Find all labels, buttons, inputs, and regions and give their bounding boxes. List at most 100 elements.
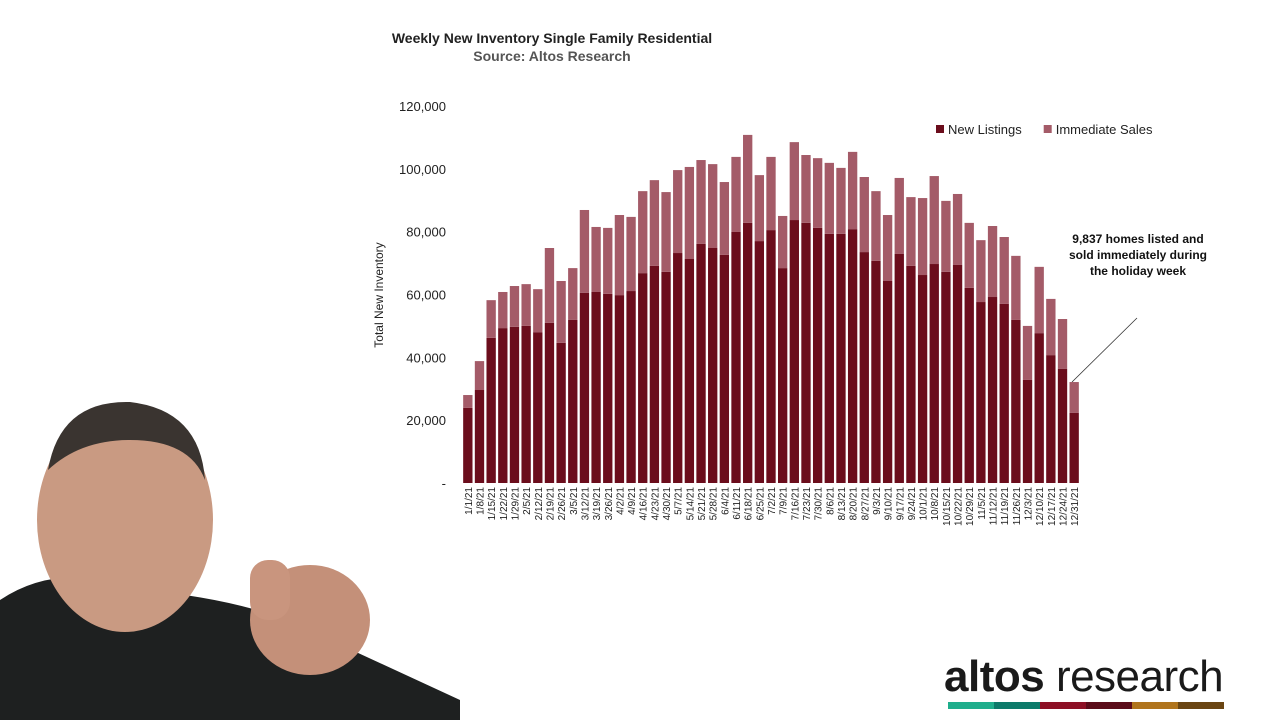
bar-segment [708, 248, 718, 483]
bar-segment [696, 160, 706, 244]
bar-segment [1034, 266, 1044, 334]
bar-segment [766, 230, 776, 483]
bar-segment [603, 227, 613, 294]
y-tick-label: 120,000 [399, 99, 446, 114]
bar-segment [719, 182, 730, 255]
x-tick-label: 2/12/21 [534, 487, 545, 521]
x-tick-label: 1/22/21 [499, 487, 510, 521]
bar-segment [836, 167, 846, 234]
chart-subtitle: Source: Altos Research [473, 48, 630, 64]
x-tick-label: 4/30/21 [662, 487, 673, 521]
bar-segment [812, 158, 823, 228]
bar-segment [719, 254, 730, 483]
x-tick-label: 11/5/21 [977, 487, 988, 520]
bar-segment [649, 180, 660, 266]
logo-brand: altos [944, 652, 1045, 701]
x-tick-label: 12/31/21 [1070, 487, 1081, 526]
x-tick-label: 9/3/21 [872, 487, 883, 515]
presenter [0, 401, 460, 720]
bar-segment [556, 342, 566, 483]
bar-segment [1057, 368, 1068, 483]
legend-swatch [936, 125, 944, 133]
y-axis-title: Total New Inventory [372, 242, 386, 347]
x-tick-label: 7/23/21 [802, 487, 813, 521]
bar-segment [976, 240, 986, 303]
x-tick-label: 1/29/21 [510, 487, 521, 521]
bar-segment [964, 287, 974, 483]
bar-segment [1057, 319, 1068, 369]
bar-segment [661, 192, 671, 272]
bar-segment [836, 233, 846, 483]
bar-segment [999, 303, 1009, 483]
bar-segment [463, 395, 473, 408]
bar-segment [987, 297, 998, 483]
bar-segment [894, 253, 904, 483]
logo: altos research [944, 652, 1224, 702]
bar-segment [603, 293, 613, 483]
bar-segment [824, 162, 834, 234]
x-tick-label: 5/21/21 [697, 487, 708, 521]
x-tick-label: 4/23/21 [650, 487, 661, 521]
bar-segment [498, 328, 508, 483]
bar-segment [1069, 382, 1079, 413]
bar-segment [684, 166, 695, 259]
legend-label: Immediate Sales [1056, 122, 1153, 137]
bar-segment [1046, 298, 1056, 356]
bar-segment [638, 273, 648, 483]
x-tick-label: 7/30/21 [814, 487, 825, 521]
bar-segment [533, 332, 543, 483]
bar-segment [696, 243, 706, 483]
chart-title: Weekly New Inventory Single Family Resid… [392, 30, 712, 46]
bar-segment [731, 156, 741, 232]
y-tick-label: 100,000 [399, 162, 446, 177]
bar-segment [614, 295, 625, 483]
x-tick-label: 6/18/21 [744, 487, 755, 521]
x-tick-label: 10/22/21 [954, 487, 965, 526]
bar-segment [801, 155, 811, 223]
x-tick-label: 9/17/21 [895, 487, 906, 521]
bar-segment [789, 142, 799, 221]
x-tick-label: 4/9/21 [627, 487, 638, 515]
x-tick-label: 1/1/21 [464, 487, 475, 515]
x-tick-label: 6/4/21 [720, 487, 731, 515]
x-tick-label: 5/7/21 [674, 487, 685, 515]
x-tick-label: 3/12/21 [580, 487, 591, 521]
bar-segment [684, 258, 695, 483]
x-tick-label: 12/17/21 [1047, 487, 1058, 526]
bar-segment [579, 209, 590, 293]
bar-segment [1046, 355, 1056, 483]
bar-segment [824, 233, 834, 483]
bar-segment [731, 231, 741, 483]
bar-segment [568, 268, 578, 320]
bar-segment [521, 325, 531, 483]
annotation: 9,837 homes listed and sold immediately … [1068, 232, 1208, 278]
bar-segment [871, 191, 881, 261]
bar-segment [894, 177, 904, 254]
x-tick-label: 7/16/21 [790, 487, 801, 521]
bar-segment [544, 322, 555, 483]
bar-segment [789, 220, 799, 484]
x-tick-label: 12/24/21 [1059, 487, 1070, 526]
bar-segment [626, 291, 636, 483]
x-tick-label: 5/28/21 [709, 487, 720, 521]
bar-segment [812, 227, 823, 483]
bar-segment [1069, 412, 1079, 483]
x-tick-label: 9/10/21 [884, 487, 895, 521]
bar-segment [766, 156, 776, 231]
x-tick-label: 8/20/21 [849, 487, 860, 521]
bar-segment [521, 284, 531, 326]
x-tick-label: 8/27/21 [860, 487, 871, 521]
bar-segment [673, 253, 683, 483]
bar-segment [917, 198, 928, 276]
x-tick-label: 2/5/21 [522, 487, 533, 515]
bar-segment [544, 248, 555, 323]
bar-segment [486, 337, 496, 483]
bar-segment [964, 222, 974, 288]
bar-segment [591, 226, 601, 292]
bar-segment [906, 265, 916, 483]
bar-segment [859, 177, 869, 253]
x-tick-label: 10/29/21 [965, 487, 976, 526]
x-tick-label: 1/8/21 [475, 487, 486, 515]
bar-segment [1011, 255, 1021, 320]
bar-segment [777, 215, 788, 269]
